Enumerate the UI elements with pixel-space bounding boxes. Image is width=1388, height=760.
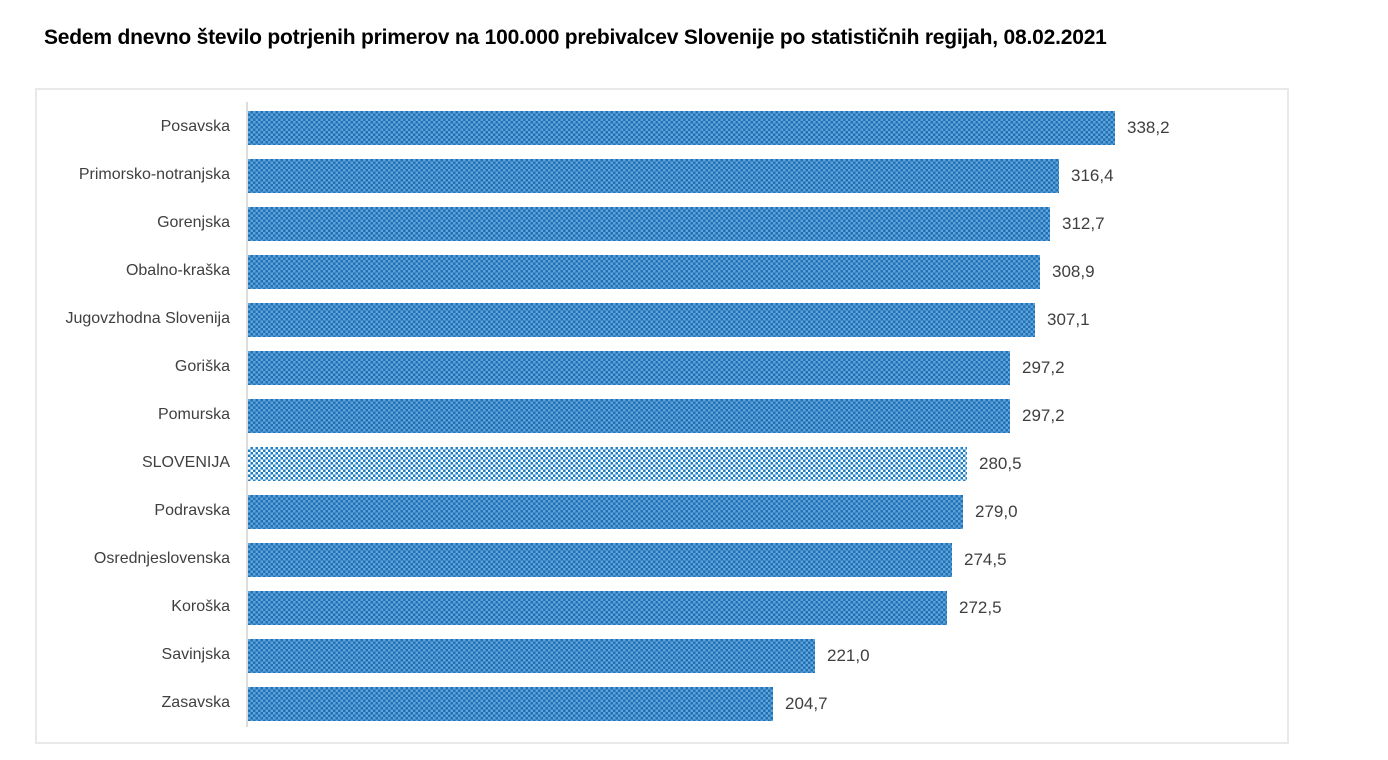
value-label: 204,7	[785, 694, 828, 713]
value-label: 221,0	[827, 646, 870, 665]
bar-row: Jugovzhodna Slovenija 307,1	[37, 296, 1287, 344]
bar-row: Osrednjeslovenska 274,5	[37, 536, 1287, 584]
category-label: SLOVENIJA	[141, 454, 230, 471]
category-label: Savinjska	[161, 646, 230, 663]
bar-row: Primorsko-notranjska 316,4	[37, 152, 1287, 200]
bar	[248, 687, 773, 721]
category-label: Obalno-kraška	[125, 262, 230, 279]
bar	[248, 207, 1050, 241]
category-label: Jugovzhodna Slovenija	[65, 310, 230, 327]
value-label: 308,9	[1052, 262, 1095, 281]
chart-plot-area: Posavska 338,2 Primorsko-notranjska 316,4 Go…	[35, 88, 1289, 744]
y-axis-line	[246, 102, 248, 727]
bar-row: Posavska 338,2	[37, 104, 1287, 152]
value-label: 297,2	[1022, 358, 1065, 377]
bar-row: Goriška 297,2	[37, 344, 1287, 392]
bar	[248, 159, 1059, 193]
bar	[248, 399, 1010, 433]
bar	[248, 543, 952, 577]
bar-row: Savinjska 221,0	[37, 632, 1287, 680]
value-label: 307,1	[1047, 310, 1090, 329]
value-label: 312,7	[1062, 214, 1105, 233]
bar	[248, 495, 963, 529]
bar	[248, 255, 1040, 289]
category-label: Posavska	[160, 118, 230, 135]
value-label: 316,4	[1071, 166, 1114, 185]
bar	[248, 351, 1010, 385]
highlight-bar	[248, 447, 967, 481]
category-label: Podravska	[154, 502, 230, 519]
category-label: Osrednjeslovenska	[93, 550, 230, 567]
category-label: Gorenjska	[157, 214, 230, 231]
category-label: Primorsko-notranjska	[78, 166, 230, 183]
category-label: Pomurska	[157, 406, 230, 423]
value-label: 274,5	[964, 550, 1007, 569]
bar-row: Zasavska 204,7	[37, 680, 1287, 728]
bar-row: Pomurska 297,2	[37, 392, 1287, 440]
bar	[248, 639, 815, 673]
bar	[248, 111, 1115, 145]
category-label: Goriška	[174, 358, 230, 375]
chart-title: Sedem dnevno število potrjenih primerov …	[44, 26, 1107, 49]
bar	[248, 303, 1035, 337]
value-label: 280,5	[979, 454, 1022, 473]
value-label: 272,5	[959, 598, 1002, 617]
bar	[248, 591, 947, 625]
bar-row: Obalno-kraška 308,9	[37, 248, 1287, 296]
bar-row: SLOVENIJA 280,5	[37, 440, 1287, 488]
value-label: 297,2	[1022, 406, 1065, 425]
category-label: Koroška	[171, 598, 230, 615]
category-label: Zasavska	[161, 694, 230, 711]
value-label: 338,2	[1127, 118, 1170, 137]
bar-row: Podravska 279,0	[37, 488, 1287, 536]
bar-row: Gorenjska 312,7	[37, 200, 1287, 248]
bar-row: Koroška 272,5	[37, 584, 1287, 632]
value-label: 279,0	[975, 502, 1018, 521]
